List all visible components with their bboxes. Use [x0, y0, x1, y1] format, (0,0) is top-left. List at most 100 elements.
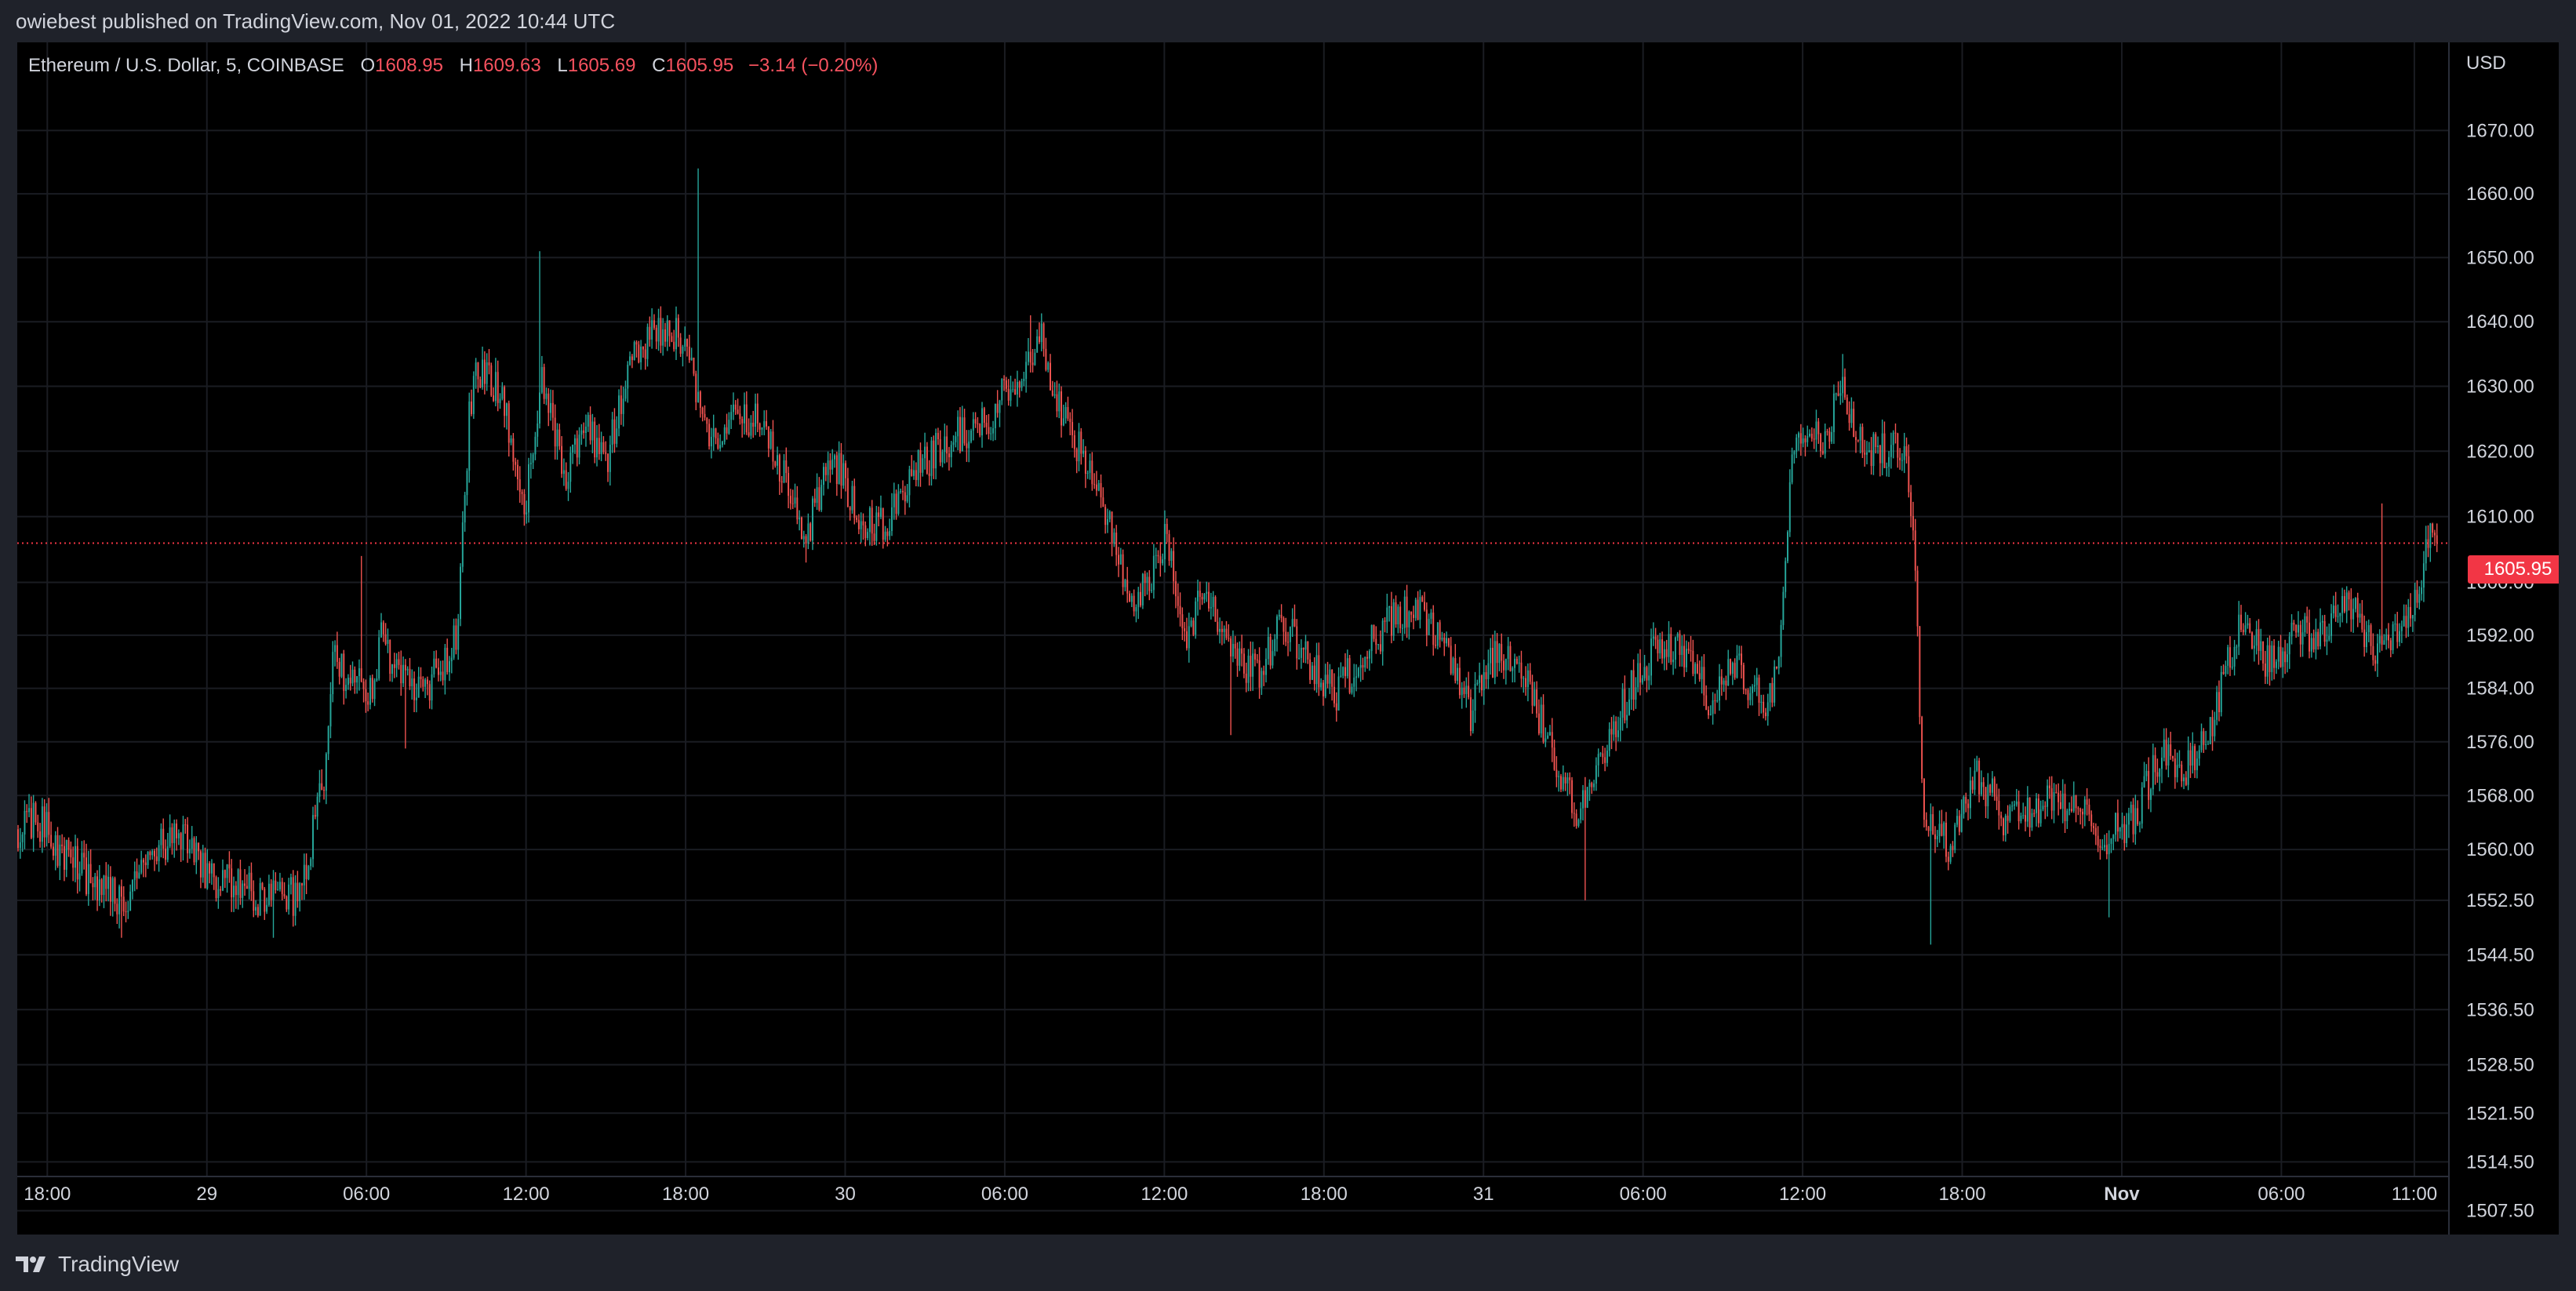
candle-body	[1591, 783, 1593, 787]
candle-body	[759, 423, 761, 430]
candle-body	[668, 320, 671, 336]
candle-body	[655, 327, 657, 342]
candle-body	[1821, 451, 1824, 454]
candle-body	[2075, 795, 2077, 809]
candle-body	[450, 657, 453, 662]
candle-body	[911, 469, 913, 476]
candle-body	[1430, 613, 1432, 620]
candle-body	[217, 889, 220, 899]
candle-body	[2086, 799, 2088, 805]
candle-body	[2130, 805, 2132, 813]
candle-body	[598, 438, 600, 454]
candle-body	[142, 860, 144, 863]
candle-body	[1886, 467, 1888, 468]
candle-body	[1494, 641, 1496, 678]
candle-body	[950, 445, 952, 457]
candle-body	[24, 810, 26, 835]
chart-area[interactable]: USD 1670.00 1660.00 1650.00 1640.00 1630.00 16…	[17, 42, 2559, 1235]
candle-body	[2039, 809, 2042, 824]
candle-body	[1144, 573, 1146, 584]
tradingview-logo[interactable]: TradingView	[16, 1252, 179, 1277]
candle-body	[895, 493, 897, 515]
candle-body	[2172, 755, 2174, 759]
candle-body	[2174, 758, 2176, 777]
candle-body	[442, 671, 444, 681]
candle-body	[1809, 433, 1811, 436]
candle-body	[1564, 776, 1566, 784]
candle-body	[2392, 624, 2394, 650]
candle-body	[944, 436, 946, 453]
candle-body	[409, 668, 411, 687]
candle-body	[2244, 625, 2247, 633]
candle-body	[653, 320, 655, 328]
candle-body	[283, 893, 286, 896]
candle-body	[1619, 718, 1621, 731]
candle-body	[325, 754, 327, 791]
candle-body	[1690, 650, 1692, 652]
candle-body	[1731, 663, 1734, 674]
candle-body	[2411, 615, 2414, 619]
currency-label: USD	[2466, 53, 2506, 74]
candle-body	[239, 869, 242, 898]
candle-body	[1177, 596, 1179, 606]
candle-body	[591, 421, 594, 441]
candle-body	[1234, 643, 1236, 649]
candle-body	[259, 882, 261, 916]
candle-body	[1181, 614, 1184, 628]
candle-body	[856, 518, 858, 520]
candle-body	[2119, 827, 2121, 832]
candle-body	[2022, 815, 2025, 816]
candle-body	[706, 417, 708, 424]
candle-body	[176, 823, 178, 838]
price-chart[interactable]: USD 1670.00 1660.00 1650.00 1640.00 1630.00 16…	[17, 42, 2559, 1235]
candle-body	[737, 409, 739, 414]
candle-body	[2031, 813, 2033, 828]
candle-body	[2416, 590, 2418, 603]
y-tick-label: 1650.00	[2466, 247, 2534, 268]
candle-body	[2233, 646, 2236, 667]
candle-body	[840, 453, 842, 486]
candle-body	[338, 661, 340, 677]
candle-body	[1027, 351, 1029, 362]
candle-body	[1774, 666, 1776, 703]
candle-body	[435, 658, 438, 668]
candle-body	[1410, 611, 1413, 615]
candle-body	[2242, 629, 2244, 633]
candle-body	[171, 827, 173, 843]
candle-body	[177, 833, 180, 838]
candle-body	[277, 889, 279, 890]
candle-body	[439, 671, 442, 675]
candle-body	[763, 421, 766, 428]
candle-body	[2094, 827, 2097, 836]
candle-body	[1375, 638, 1377, 646]
candle-body	[1073, 435, 1075, 449]
candle-body	[2187, 750, 2189, 785]
candle-body	[1817, 421, 1820, 435]
candle-body	[382, 622, 384, 635]
candle-body	[1359, 664, 1362, 668]
candle-body	[845, 463, 847, 478]
candle-body	[1432, 613, 1435, 646]
x-tick-label: Nov	[2104, 1184, 2140, 1205]
candle-body	[688, 346, 690, 361]
candle-body	[2425, 539, 2427, 564]
candle-body	[1151, 590, 1153, 591]
candle-body	[1868, 450, 1870, 453]
candle-body	[996, 403, 999, 413]
candle-body	[114, 878, 116, 904]
candle-body	[1758, 677, 1760, 703]
candle-body	[1947, 856, 1949, 862]
candle-body	[297, 882, 299, 901]
candle-body	[1730, 659, 1732, 674]
y-tick-label: 1560.00	[2466, 839, 2534, 860]
candle-body	[2389, 640, 2392, 650]
candle-body	[957, 416, 959, 437]
candle-body	[1894, 432, 1897, 434]
candle-body	[2319, 622, 2322, 647]
candle-body	[289, 877, 292, 885]
candle-body	[1344, 667, 1346, 677]
candle-body	[1245, 673, 1247, 683]
candle-body	[838, 453, 840, 485]
candle-body	[1676, 633, 1679, 638]
candle-body	[2332, 605, 2334, 614]
